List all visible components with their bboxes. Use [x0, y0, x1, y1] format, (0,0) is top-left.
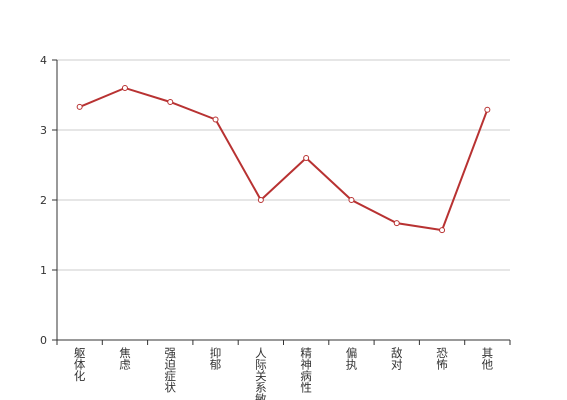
y-tick-label: 4	[40, 54, 47, 67]
x-tick-label: 其他	[480, 347, 494, 370]
x-tick-label: 焦虑	[118, 347, 132, 370]
line	[79, 86, 489, 232]
y-tick-label: 1	[40, 264, 47, 277]
point	[393, 220, 400, 227]
point	[348, 197, 355, 203]
y-tick-label: 0	[40, 334, 47, 347]
point	[484, 106, 491, 113]
x-tick-label: 精神病性	[299, 347, 313, 394]
point	[303, 155, 310, 161]
x-tick-label: 人际关系敏感	[254, 347, 268, 400]
x-tick-label: 强迫症状	[163, 347, 177, 393]
x-tick-label: 躯体化	[73, 347, 87, 382]
point	[167, 99, 174, 105]
point	[212, 116, 219, 123]
point	[257, 197, 264, 203]
point	[121, 85, 128, 91]
y-tick-label: 3	[40, 124, 47, 137]
x-tick-label: 敌对	[390, 346, 404, 370]
x-tick-label: 偏执	[344, 346, 358, 371]
x-tick-label: 抑郁	[209, 346, 223, 370]
y-tick-label: 2	[40, 194, 47, 207]
x-tick-label: 恐怖	[435, 347, 449, 370]
point	[76, 103, 83, 110]
point	[439, 227, 446, 234]
